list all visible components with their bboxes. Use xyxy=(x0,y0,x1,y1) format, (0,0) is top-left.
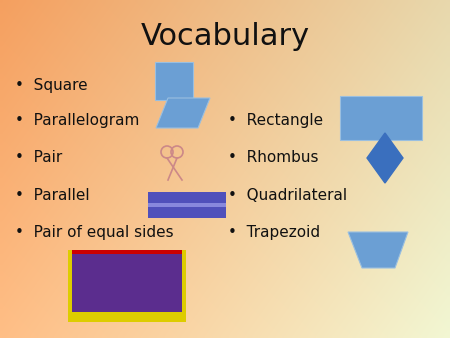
Text: •  Pair of equal sides: • Pair of equal sides xyxy=(15,225,174,240)
Polygon shape xyxy=(367,133,403,183)
Bar xyxy=(148,192,226,203)
Bar xyxy=(68,312,186,322)
Bar xyxy=(148,207,226,218)
Bar xyxy=(68,250,72,322)
Polygon shape xyxy=(156,98,210,128)
Bar xyxy=(68,250,186,322)
Text: •  Pair: • Pair xyxy=(15,150,62,165)
Bar xyxy=(148,203,226,207)
Bar xyxy=(340,96,422,140)
Text: •  Square: • Square xyxy=(15,78,88,93)
Text: •  Parallel: • Parallel xyxy=(15,188,90,203)
Text: •  Rhombus: • Rhombus xyxy=(228,150,319,165)
Bar xyxy=(155,62,193,100)
Bar xyxy=(182,250,186,322)
Text: •  Rectangle: • Rectangle xyxy=(228,113,323,128)
Text: •  Parallelogram: • Parallelogram xyxy=(15,113,140,128)
Text: Vocabulary: Vocabulary xyxy=(140,22,310,51)
Polygon shape xyxy=(348,232,408,268)
Text: •  Quadrilateral: • Quadrilateral xyxy=(228,188,347,203)
Text: •  Trapezoid: • Trapezoid xyxy=(228,225,320,240)
Bar xyxy=(72,254,182,312)
